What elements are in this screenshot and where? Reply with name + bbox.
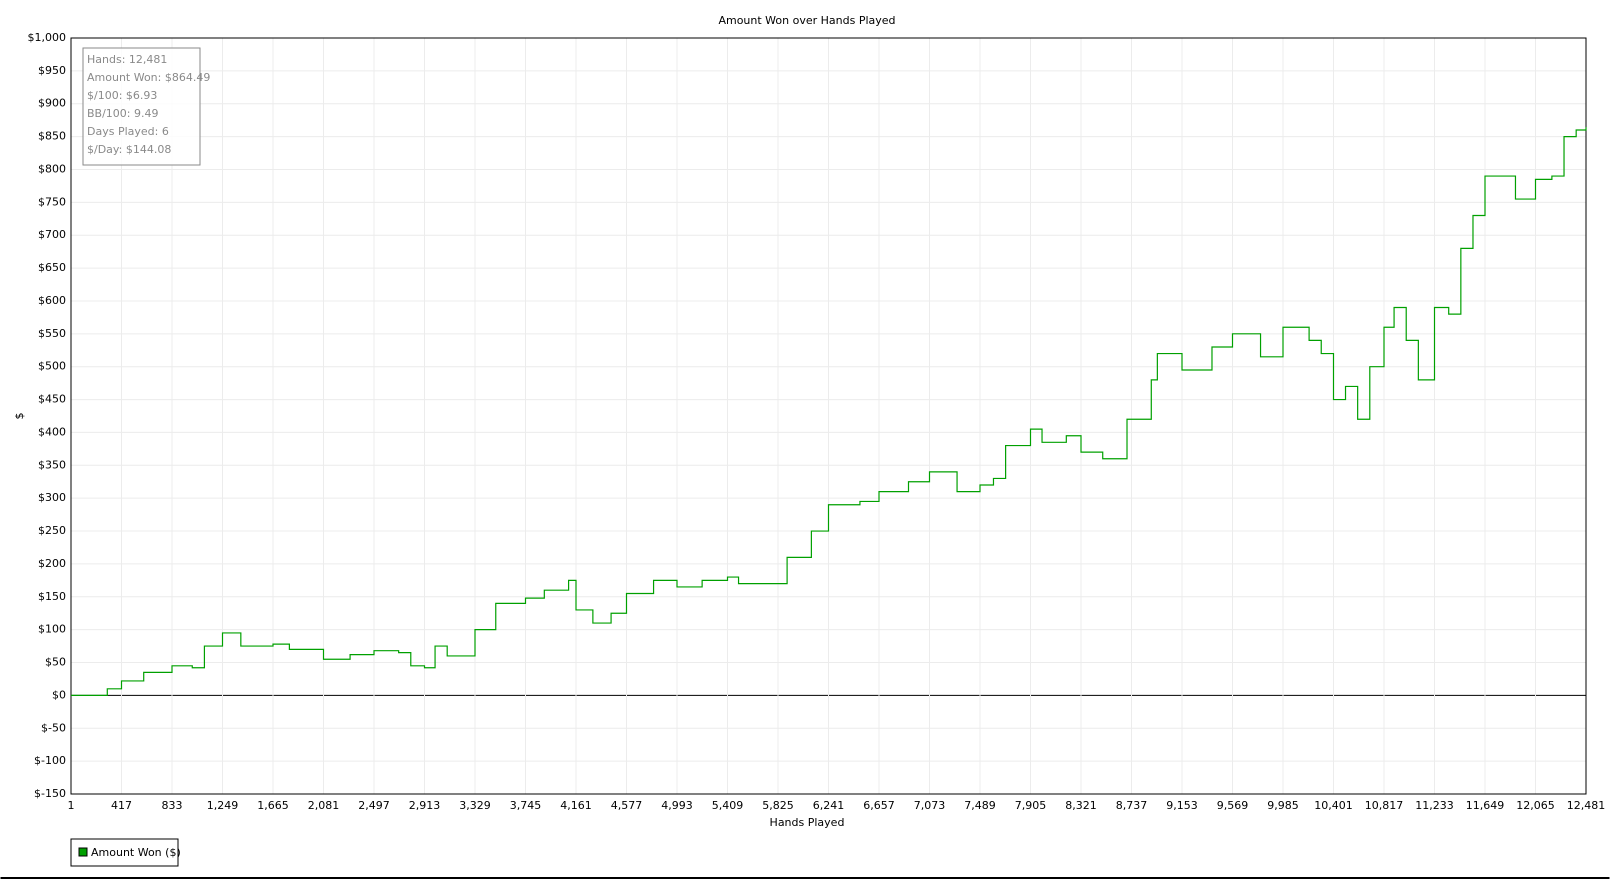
y-tick-label: $0 [52,688,66,701]
x-tick-label: 11,233 [1415,799,1454,812]
data-line [71,127,1587,696]
y-tick-label: $700 [38,228,66,241]
y-axis-label: $ [13,413,26,420]
x-tick-label: 3,329 [459,799,491,812]
x-tick-label: 10,817 [1365,799,1404,812]
x-tick-label: 833 [162,799,183,812]
x-tick-label: 1 [68,799,75,812]
x-tick-label: 5,825 [762,799,794,812]
x-tick-label: 11,649 [1466,799,1505,812]
y-tick-label: $750 [38,195,66,208]
y-tick-label: $400 [38,425,66,438]
y-tick-label: $650 [38,261,66,274]
y-tick-label: $600 [38,294,66,307]
x-tick-label: 3,745 [510,799,542,812]
x-tick-label: 2,081 [308,799,340,812]
window-border [0,877,1610,879]
x-tick-label: 4,161 [560,799,592,812]
y-tick-label: $100 [38,623,66,636]
plot-frame [70,37,1587,795]
legend-box [70,838,179,867]
y-tick-label: $-100 [34,754,66,767]
x-tick-label: 1,665 [257,799,289,812]
x-tick-label: 12,481 [1567,799,1606,812]
x-tick-label: 5,409 [712,799,744,812]
chart-title: Amount Won over Hands Played [718,14,895,27]
x-tick-label: 9,985 [1267,799,1299,812]
stat-line: $/100: $6.93 [87,89,157,102]
stat-line: Days Played: 6 [87,125,169,138]
x-tick-label: 2,913 [409,799,441,812]
y-tick-label: $900 [38,97,66,110]
y-tick-label: $-50 [41,721,66,734]
x-tick-label: 9,153 [1166,799,1198,812]
y-tick-label: $300 [38,491,66,504]
stat-line: $/Day: $144.08 [87,143,171,156]
x-tick-label: 417 [111,799,132,812]
stat-line: BB/100: 9.49 [87,107,159,120]
y-tick-label: $50 [45,656,66,669]
y-tick-label: $1,000 [28,31,67,44]
y-tick-label: $450 [38,393,66,406]
x-tick-label: 2,497 [358,799,390,812]
x-tick-label: 1,249 [207,799,239,812]
y-tick-label: $550 [38,327,66,340]
stats-box [82,47,201,166]
x-tick-label: 7,905 [1015,799,1047,812]
y-tick-label: $950 [38,64,66,77]
x-tick-label: 8,737 [1116,799,1148,812]
x-tick-label: 9,569 [1217,799,1249,812]
y-tick-label: $850 [38,130,66,143]
y-tick-label: $250 [38,524,66,537]
x-tick-label: 8,321 [1065,799,1097,812]
y-tick-label: $800 [38,162,66,175]
x-tick-label: 7,073 [914,799,946,812]
y-tick-label: $150 [38,590,66,603]
y-tick-label: $500 [38,360,66,373]
x-tick-label: 4,577 [611,799,643,812]
x-tick-label: 4,993 [661,799,693,812]
x-tick-label: 10,401 [1314,799,1353,812]
x-tick-label: 6,657 [863,799,895,812]
y-tick-label: $200 [38,557,66,570]
y-tick-label: $350 [38,458,66,471]
y-tick-label: $-150 [34,787,66,800]
x-axis-label: Hands Played [770,816,845,829]
x-tick-label: 12,065 [1516,799,1555,812]
stat-line: Amount Won: $864.49 [87,71,210,84]
legend-label: Amount Won ($) [91,846,181,859]
legend-swatch [78,847,88,857]
stat-line: Hands: 12,481 [87,53,167,66]
x-tick-label: 6,241 [813,799,845,812]
x-tick-label: 7,489 [964,799,996,812]
